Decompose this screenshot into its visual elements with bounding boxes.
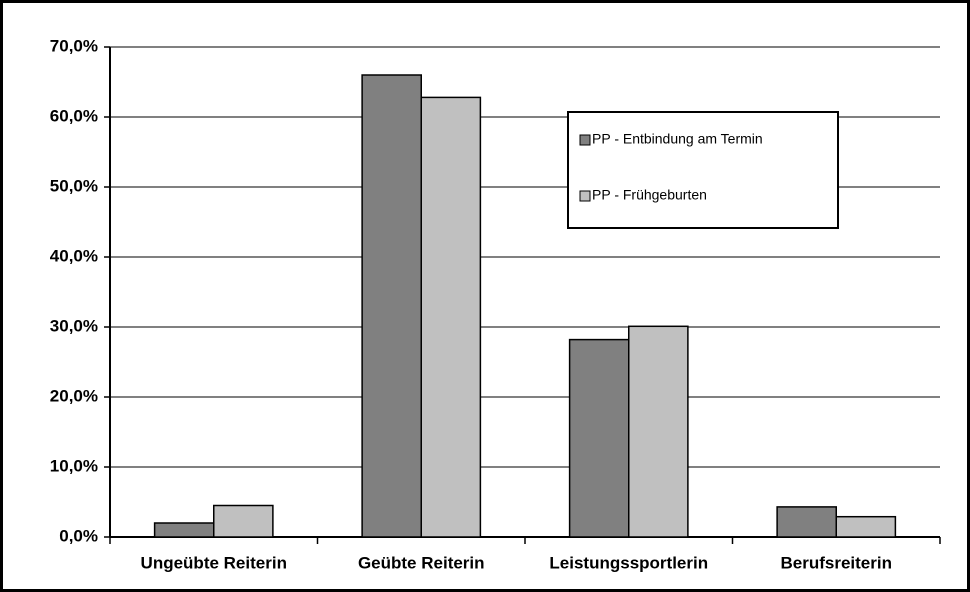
y-tick-label: 0,0% bbox=[59, 526, 98, 545]
bar bbox=[153, 522, 215, 538]
bar bbox=[568, 338, 630, 538]
bar bbox=[420, 96, 482, 538]
y-tick-label: 30,0% bbox=[50, 316, 98, 335]
x-tick-label: Leistungssportlerin bbox=[549, 553, 708, 572]
legend-swatch bbox=[579, 190, 591, 202]
legend-label: PP - Frühgeburten bbox=[592, 187, 707, 203]
legend-box bbox=[567, 111, 839, 229]
y-tick-label: 20,0% bbox=[50, 386, 98, 405]
bar bbox=[361, 74, 422, 538]
y-tick-label: 40,0% bbox=[50, 246, 98, 265]
bar bbox=[835, 515, 897, 538]
y-tick-label: 10,0% bbox=[50, 456, 98, 475]
bar bbox=[628, 325, 689, 538]
x-tick-label: Geübte Reiterin bbox=[358, 553, 485, 572]
legend-swatch bbox=[579, 134, 591, 146]
x-tick-label: Ungeübte Reiterin bbox=[141, 553, 287, 572]
y-tick-label: 50,0% bbox=[50, 176, 98, 195]
bar bbox=[213, 504, 274, 538]
legend-label: PP - Entbindung am Termin bbox=[592, 131, 763, 147]
bar bbox=[776, 506, 837, 538]
x-tick-label: Berufsreiterin bbox=[781, 553, 892, 572]
y-tick-label: 60,0% bbox=[50, 106, 98, 125]
y-tick-label: 70,0% bbox=[50, 36, 98, 55]
